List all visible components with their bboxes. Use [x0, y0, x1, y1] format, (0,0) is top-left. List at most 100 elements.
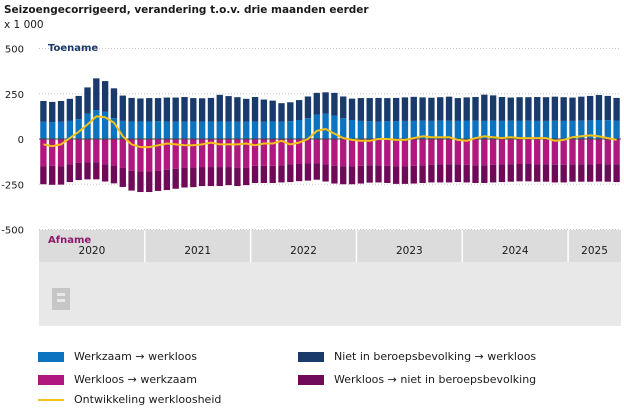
y-tick-label: 250	[5, 90, 24, 101]
bar-segment	[243, 167, 250, 186]
bar-segment	[146, 121, 153, 139]
bar-segment	[154, 139, 162, 171]
bar-segment	[40, 139, 47, 167]
bar-segment	[190, 139, 197, 168]
bar-segment	[304, 139, 312, 164]
bar-segment	[207, 121, 215, 139]
bar-segment	[357, 165, 365, 184]
legend-swatch-werkloosheid	[38, 398, 64, 401]
bar-segment	[119, 167, 126, 187]
bar-segment	[392, 139, 400, 167]
bar-segment	[516, 97, 523, 121]
bar-segment	[198, 121, 206, 139]
cbs-logo-mark	[57, 299, 65, 302]
bar-segment	[551, 96, 559, 121]
bar-segment	[190, 167, 197, 188]
bar-segment	[357, 139, 365, 166]
bar-segment	[93, 139, 100, 163]
bar-segment	[419, 120, 426, 139]
year-band	[39, 230, 621, 262]
bar-segment	[604, 139, 611, 165]
bar-segment	[269, 100, 276, 122]
bar-segment	[357, 120, 365, 139]
bar-segment	[181, 121, 188, 139]
bar-segment	[251, 165, 259, 183]
legend: Werkzaam → werkloos Niet in beroepsbevol…	[0, 346, 624, 416]
bar-segment	[172, 121, 179, 139]
bar-segment	[110, 165, 118, 184]
bar-segment	[454, 120, 462, 139]
afname-label: Afname	[48, 235, 91, 246]
bar-segment	[560, 120, 567, 139]
bar-segment	[137, 171, 144, 193]
bar-segment	[163, 139, 171, 170]
bar-segment	[428, 120, 435, 139]
bar-segment	[49, 165, 56, 185]
bar-segment	[260, 99, 268, 122]
bar-segment	[295, 100, 303, 120]
bar-segment	[163, 169, 171, 191]
bar-segment	[507, 97, 514, 121]
bar-segment	[463, 164, 470, 183]
x-tick-label: 2024	[502, 245, 529, 257]
bar-segment	[278, 139, 285, 166]
bar-segment	[604, 95, 611, 121]
bar-segment	[181, 139, 188, 168]
bar-segment	[66, 139, 74, 165]
bar-segment	[578, 164, 585, 182]
bar-segment	[489, 95, 497, 121]
bar-segment	[542, 164, 550, 182]
bar-segment	[348, 139, 356, 167]
bar-segment	[101, 139, 109, 165]
bar-segment	[348, 119, 356, 139]
bar-segment	[172, 97, 179, 122]
bar-segment	[198, 98, 206, 122]
bar-segment	[454, 139, 462, 165]
bar-segment	[146, 98, 153, 122]
bar-segment	[454, 164, 462, 183]
bar-segment	[586, 120, 594, 139]
bar-segment	[516, 139, 523, 164]
bar-segment	[207, 97, 215, 122]
bar-segment	[340, 96, 347, 119]
bar-segment	[287, 102, 294, 122]
bar-segment	[384, 121, 391, 139]
bar-segment	[198, 139, 206, 168]
bar-segment	[225, 96, 232, 122]
bar-segment	[516, 163, 523, 182]
bar-segment	[93, 162, 100, 180]
bar-segment	[375, 121, 382, 139]
bar-segment	[295, 139, 303, 164]
bar-segment	[604, 164, 611, 182]
bar-segment	[146, 139, 153, 172]
werkloosheid-line	[43, 115, 617, 149]
legend-item-werkloos-werkzaam: Werkloos → werkzaam	[38, 373, 197, 386]
bar-segment	[375, 165, 382, 183]
bar-segment	[331, 115, 338, 139]
bar-segment	[525, 97, 532, 121]
bar-segment	[525, 120, 532, 139]
chart-title: Seizoengecorrigeerd, verandering t.o.v. …	[4, 4, 369, 16]
bar-segment	[516, 120, 523, 139]
x-tick-label: 2023	[396, 245, 423, 257]
bar-segment	[84, 162, 91, 180]
bar-segment	[57, 139, 65, 167]
bar-segment	[392, 166, 400, 184]
bar-segment	[525, 139, 532, 164]
bar-segment	[542, 120, 550, 139]
bar-segment	[243, 139, 250, 168]
bar-segment	[207, 167, 215, 187]
bar-segment	[40, 121, 47, 139]
bar-segment	[304, 163, 312, 181]
bar-segment	[498, 97, 506, 121]
bar-segment	[278, 121, 285, 139]
bar-segment	[392, 121, 400, 139]
bar-segment	[119, 139, 126, 168]
bar-segment	[295, 119, 303, 139]
bar-segment	[410, 139, 417, 166]
bar-segment	[66, 98, 74, 121]
bar-segment	[366, 121, 373, 139]
bar-segment	[392, 97, 400, 122]
bar-segment	[251, 97, 259, 122]
bar-segment	[489, 164, 497, 183]
